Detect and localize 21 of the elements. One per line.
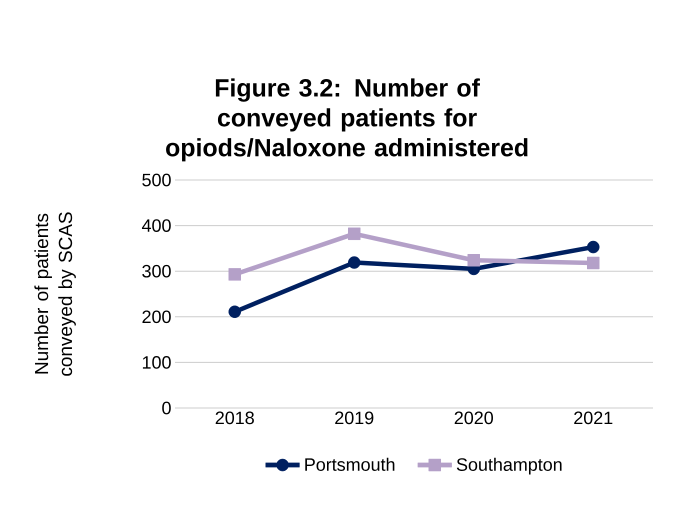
legend-label: Southampton: [456, 458, 562, 474]
y-tick-label: 200: [142, 310, 171, 324]
point: [348, 256, 360, 269]
y-tick-label: 100: [142, 356, 171, 369]
x-tick-label: 2018: [216, 412, 254, 424]
point: [468, 254, 480, 267]
chart-title: Figure 3.2: Number of conveyed patients for opiods/Naloxone administered: [166, 78, 528, 162]
x-tick-label: 2020: [454, 412, 493, 424]
y-tick-label: 400: [142, 219, 171, 232]
point: [228, 268, 241, 281]
point: [587, 240, 600, 254]
point: [228, 306, 241, 318]
point: [587, 256, 600, 270]
x-tick-label: 2019: [335, 412, 374, 424]
y-tick-label: 500: [142, 174, 171, 186]
legend-label: Portsmouth: [305, 458, 394, 471]
point: [348, 228, 360, 240]
y-tick-label: 300: [142, 264, 171, 278]
x-tick-label: 2021: [574, 412, 612, 424]
y-axis-title: Number of patients conveyed by SCAS: [34, 212, 76, 376]
y-tick-label: 0: [162, 402, 171, 414]
